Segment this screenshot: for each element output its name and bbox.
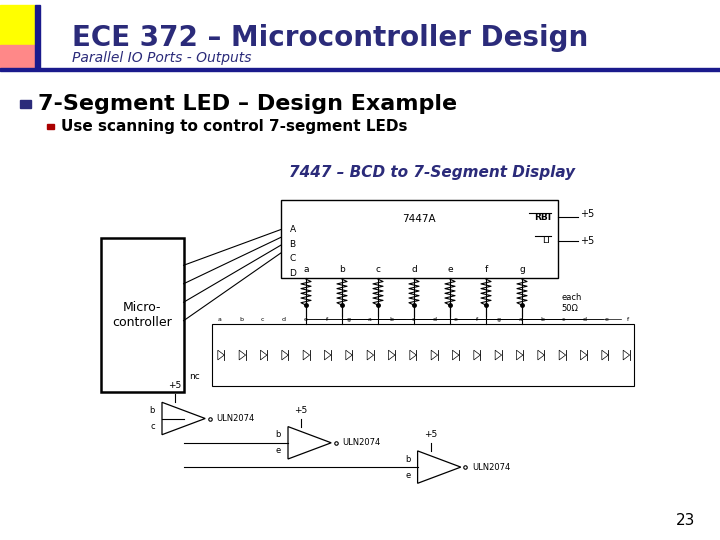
Text: ECE 372 – Microcontroller Design: ECE 372 – Microcontroller Design [72, 24, 588, 52]
Text: +5: +5 [424, 430, 437, 439]
Text: a: a [518, 318, 522, 322]
Text: A: A [289, 225, 296, 234]
Text: f: f [326, 318, 328, 322]
Text: c: c [261, 318, 264, 322]
Text: b: b [339, 266, 345, 274]
Text: a: a [303, 266, 309, 274]
Bar [101, 238, 184, 392]
Text: g: g [346, 318, 351, 322]
Text: Micro-
controller: Micro- controller [112, 301, 172, 328]
Text: a: a [217, 318, 222, 322]
Text: b: b [540, 318, 544, 322]
Text: Use scanning to control 7-segment LEDs: Use scanning to control 7-segment LEDs [61, 119, 408, 134]
Bar [35, 5, 40, 68]
Text: c: c [411, 318, 415, 322]
Text: b: b [405, 455, 410, 463]
Text: b: b [239, 318, 243, 322]
Text: ULN2074: ULN2074 [343, 438, 381, 447]
Text: f: f [477, 318, 479, 322]
Bar [0, 5, 35, 45]
Text: +5: +5 [294, 406, 307, 415]
Text: C: C [289, 254, 296, 263]
Text: d: d [282, 318, 286, 322]
Text: c: c [376, 266, 380, 274]
Text: e: e [454, 318, 458, 322]
Text: +5: +5 [168, 381, 181, 390]
Text: b: b [150, 406, 155, 415]
Text: a: a [368, 318, 372, 322]
Text: 7447A: 7447A [402, 214, 436, 225]
Bar [47, 124, 54, 129]
Text: 23: 23 [675, 513, 695, 528]
Text: RBI: RBI [534, 213, 551, 221]
Text: 7-Segment LED – Design Example: 7-Segment LED – Design Example [38, 93, 457, 114]
Text: LT: LT [541, 236, 551, 245]
Text: ULN2074: ULN2074 [472, 463, 510, 471]
Text: e: e [604, 318, 608, 322]
Text: g: g [519, 266, 525, 274]
Text: D: D [289, 269, 297, 278]
Text: Parallel IO Ports - Outputs: Parallel IO Ports - Outputs [72, 51, 251, 65]
Text: d: d [583, 318, 587, 322]
Bar [20, 99, 31, 107]
Text: f: f [485, 266, 487, 274]
Text: g: g [497, 318, 501, 322]
Text: e: e [276, 447, 281, 455]
Text: e: e [405, 471, 410, 480]
Text: each
50Ω: each 50Ω [562, 293, 582, 313]
Text: c: c [150, 422, 155, 431]
Text: ULN2074: ULN2074 [217, 414, 255, 423]
Text: f: f [627, 318, 629, 322]
Bar [212, 324, 634, 386]
Text: +5: +5 [580, 235, 594, 246]
Text: +5: +5 [580, 209, 594, 219]
Text: b: b [390, 318, 394, 322]
Text: nc: nc [189, 372, 200, 381]
Text: d: d [411, 266, 417, 274]
Bar [0, 68, 720, 71]
Text: b: b [276, 430, 281, 439]
Text: c: c [562, 318, 565, 322]
Bar [0, 45, 35, 68]
Text: e: e [304, 318, 307, 322]
Text: 7447 – BCD to 7-Segment Display: 7447 – BCD to 7-Segment Display [289, 165, 575, 180]
Text: B: B [289, 240, 296, 248]
Bar [281, 200, 558, 278]
Text: e: e [447, 266, 453, 274]
Text: d: d [433, 318, 436, 322]
